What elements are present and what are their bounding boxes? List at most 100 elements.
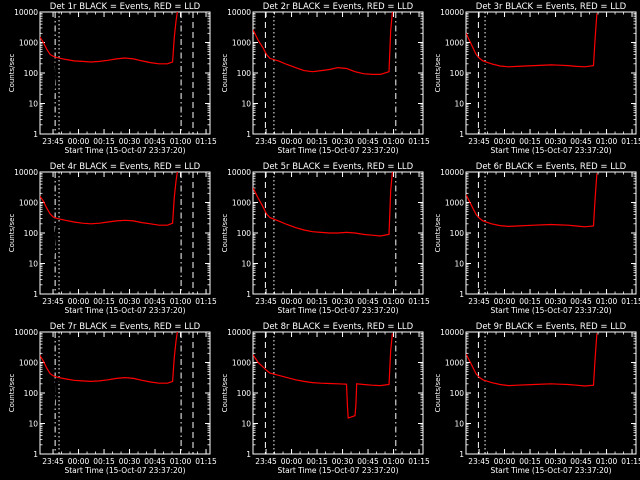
y-axis-label: Counts/sec <box>221 54 229 93</box>
x-tick-label: 00:45 <box>357 137 379 146</box>
y-tick-label: 100 <box>237 229 252 238</box>
y-tick-label: 100 <box>450 389 465 398</box>
chart-panel: Det 9r BLACK = Events, RED = LLD 1 10 100 10… <box>434 322 640 475</box>
x-tick-label: 00:15 <box>519 457 541 466</box>
x-tick-label: 01:00 <box>170 457 192 466</box>
x-tick-label: 01:15 <box>408 457 430 466</box>
y-tick-label: 1 <box>459 450 464 459</box>
y-tick-label: 1 <box>33 450 38 459</box>
lld-series-line <box>466 13 598 68</box>
y-axis-label: Counts/sec <box>8 374 16 413</box>
x-tick-label: 23:45 <box>255 297 277 306</box>
x-tick-label: 00:30 <box>119 297 141 306</box>
y-tick-label: 1000 <box>19 199 38 208</box>
x-axis-label: Start Time (15-Oct-07 23:37:20) <box>277 466 398 475</box>
y-tick-label: 1 <box>246 450 251 459</box>
chart-title: Det 4r BLACK = Events, RED = LLD <box>50 162 201 172</box>
x-tick-label: 00:30 <box>545 457 567 466</box>
y-tick-label: 1000 <box>445 39 464 48</box>
x-tick-label: 00:00 <box>281 457 303 466</box>
x-tick-label: 01:15 <box>408 297 430 306</box>
chart-panel: Det 7r BLACK = Events, RED = LLD 1 10 100 10… <box>8 322 217 475</box>
y-tick-label: 1000 <box>232 199 251 208</box>
y-tick-label: 10 <box>241 260 251 269</box>
x-tick-label: 23:45 <box>255 137 277 146</box>
y-tick-label: 10000 <box>440 328 464 337</box>
y-tick-label: 1000 <box>445 199 464 208</box>
x-tick-label: 00:30 <box>332 297 354 306</box>
x-tick-label: 00:45 <box>144 457 166 466</box>
x-tick-label: 00:45 <box>144 297 166 306</box>
events-series-line <box>266 174 393 280</box>
x-tick-label: 23:45 <box>468 457 490 466</box>
lld-series-line <box>253 333 393 419</box>
chart-title: Det 9r BLACK = Events, RED = LLD <box>476 322 627 332</box>
chart-panel: Det 5r BLACK = Events, RED = LLD 1 10 100 10… <box>221 162 430 315</box>
x-axis-label: Start Time (15-Oct-07 23:37:20) <box>64 306 185 315</box>
y-tick-label: 100 <box>237 389 252 398</box>
x-tick-label: 00:00 <box>494 457 516 466</box>
y-axis-label: Counts/sec <box>221 374 229 413</box>
x-tick-label: 01:15 <box>621 137 640 146</box>
x-tick-label: 01:15 <box>195 297 217 306</box>
lld-series-line <box>466 333 598 387</box>
lld-series-line <box>253 12 393 76</box>
y-tick-label: 10 <box>241 420 251 429</box>
y-tick-label: 10 <box>241 100 251 109</box>
chart-title: Det 5r BLACK = Events, RED = LLD <box>263 162 414 172</box>
x-tick-label: 23:45 <box>468 297 490 306</box>
x-tick-label: 00:00 <box>494 137 516 146</box>
y-tick-label: 10000 <box>14 8 38 17</box>
events-series-line <box>481 333 598 391</box>
y-axis-label: Counts/sec <box>434 54 442 93</box>
x-tick-label: 00:30 <box>119 457 141 466</box>
events-series-line <box>481 173 598 232</box>
chart-title: Det 1r BLACK = Events, RED = LLD <box>50 2 201 12</box>
y-tick-label: 10000 <box>227 8 251 17</box>
x-tick-label: 00:30 <box>545 137 567 146</box>
y-tick-label: 10 <box>454 260 464 269</box>
lld-series-line <box>253 172 393 237</box>
y-axis-label: Counts/sec <box>221 214 229 253</box>
y-tick-label: 1000 <box>445 359 464 368</box>
y-tick-label: 1 <box>246 130 251 139</box>
y-tick-label: 100 <box>24 229 39 238</box>
y-tick-label: 10000 <box>14 168 38 177</box>
x-tick-label: 00:00 <box>281 297 303 306</box>
y-tick-label: 100 <box>450 69 465 78</box>
x-tick-label: 00:15 <box>93 137 115 146</box>
events-series-line <box>53 332 178 415</box>
x-tick-label: 01:15 <box>408 137 430 146</box>
x-tick-label: 23:45 <box>42 457 64 466</box>
y-tick-label: 100 <box>24 389 39 398</box>
x-tick-label: 01:00 <box>383 137 405 146</box>
y-tick-label: 10 <box>454 100 464 109</box>
y-tick-label: 1000 <box>19 39 38 48</box>
x-tick-label: 01:00 <box>170 137 192 146</box>
chart-title: Det 8r BLACK = Events, RED = LLD <box>263 322 414 332</box>
x-axis-label: Start Time (15-Oct-07 23:37:20) <box>490 306 611 315</box>
events-series-line <box>266 333 393 445</box>
y-tick-label: 10 <box>28 420 38 429</box>
x-tick-label: 01:00 <box>596 457 618 466</box>
x-axis-label: Start Time (15-Oct-07 23:37:20) <box>64 466 185 475</box>
x-tick-label: 00:00 <box>68 457 90 466</box>
y-tick-label: 100 <box>237 69 252 78</box>
y-tick-label: 10000 <box>227 168 251 177</box>
y-tick-label: 10 <box>454 420 464 429</box>
x-tick-label: 01:15 <box>195 137 217 146</box>
y-tick-label: 10000 <box>14 328 38 337</box>
x-tick-label: 00:45 <box>144 137 166 146</box>
x-axis-label: Start Time (15-Oct-07 23:37:20) <box>64 146 185 155</box>
x-axis-label: Start Time (15-Oct-07 23:37:20) <box>277 146 398 155</box>
x-tick-label: 01:00 <box>170 297 192 306</box>
chart-title: Det 3r BLACK = Events, RED = LLD <box>476 2 627 12</box>
lld-series-line <box>40 172 178 226</box>
lld-series-line <box>40 12 178 65</box>
x-tick-label: 01:15 <box>195 457 217 466</box>
chart-panel: Det 4r BLACK = Events, RED = LLD 1 10 100 10… <box>8 162 217 315</box>
x-axis-label: Start Time (15-Oct-07 23:37:20) <box>490 146 611 155</box>
y-tick-label: 100 <box>24 69 39 78</box>
x-axis-label: Start Time (15-Oct-07 23:37:20) <box>277 306 398 315</box>
